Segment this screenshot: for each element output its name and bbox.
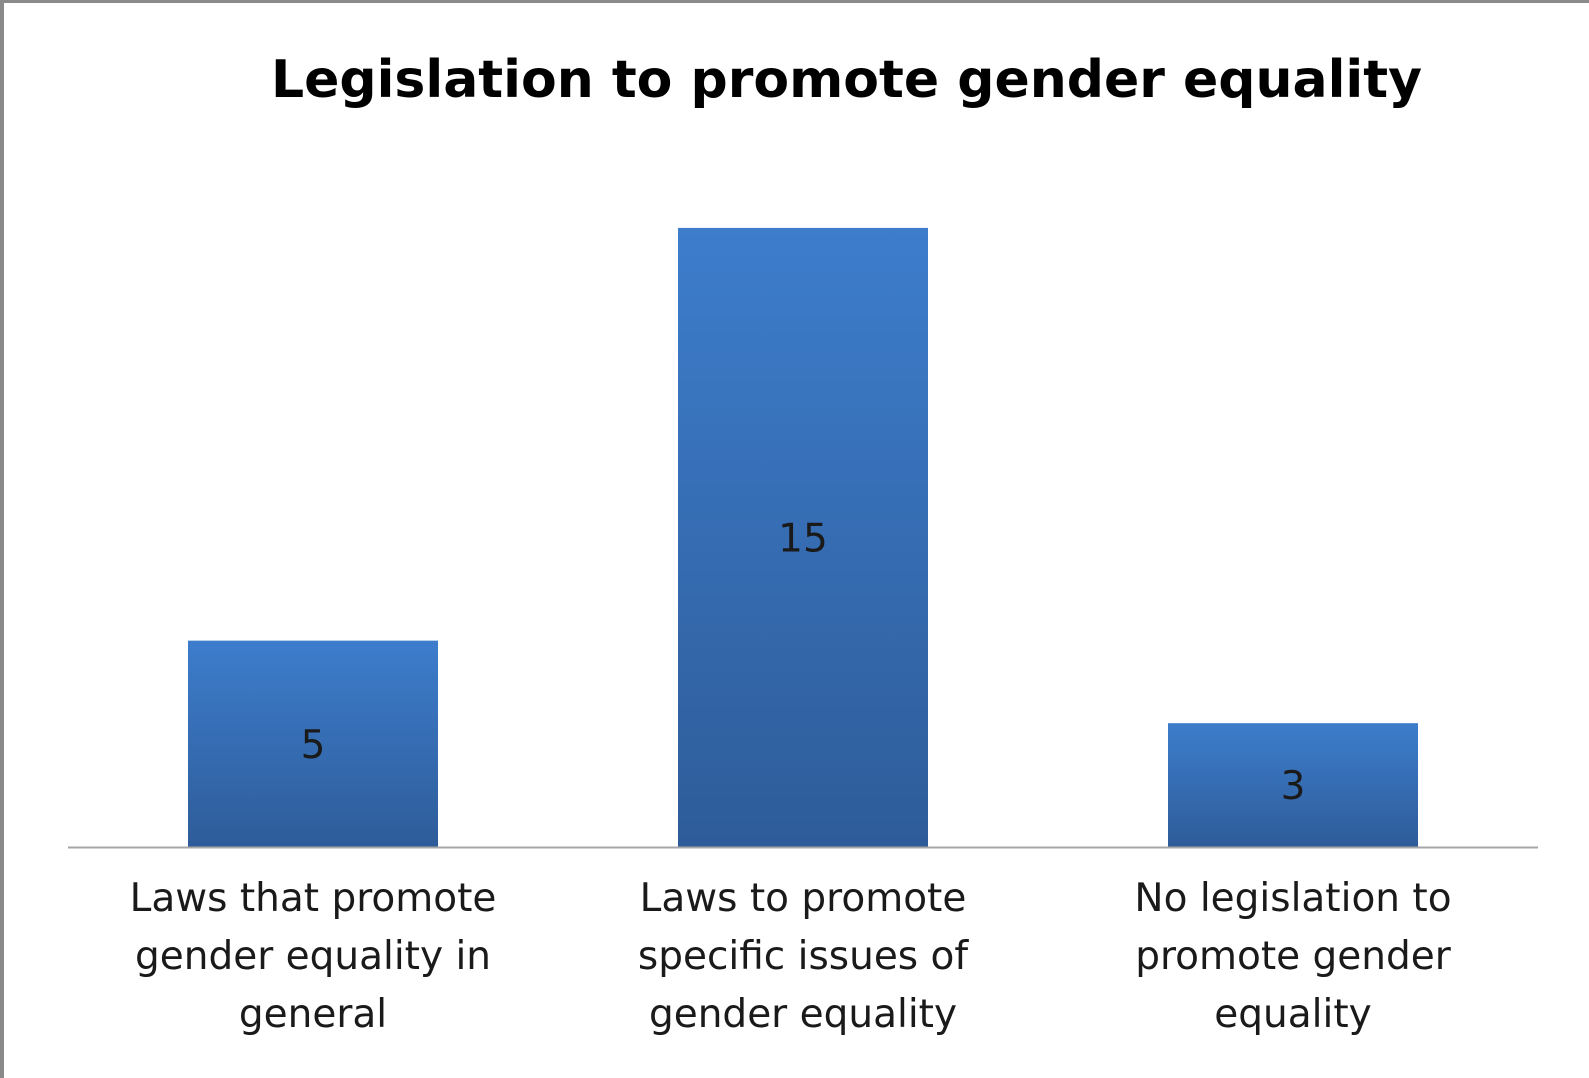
bar-3 <box>1168 723 1418 847</box>
category-label-2-line-2: specific issues of <box>637 934 969 979</box>
bar-2 <box>678 227 928 848</box>
category-label-2: Laws to promote specific issues of gender … <box>588 870 1018 1044</box>
category-label-1-line-1: Laws that promote <box>129 876 497 921</box>
category-label-1-line-3: general <box>238 992 388 1037</box>
data-label-1: 5 <box>301 723 326 768</box>
bar-1 <box>188 640 438 847</box>
category-label-3-line-2: promote gender <box>1135 934 1451 979</box>
category-label-3-line-3: equality <box>1214 992 1372 1037</box>
category-label-2-line-1: Laws to promote <box>639 876 967 921</box>
category-label-3-line-1: No legislation to <box>1134 876 1452 921</box>
category-label-2-line-3: gender equality <box>648 992 958 1037</box>
data-label-2: 15 <box>778 516 828 561</box>
data-label-3: 3 <box>1281 764 1306 809</box>
category-label-1-line-2: gender equality in <box>134 934 491 979</box>
category-label-3: No legislation to promote gender equality <box>1078 870 1508 1044</box>
chart-title: Legislation to promote gender equality <box>270 50 1422 110</box>
category-label-1: Laws that promote gender equality in gener… <box>98 870 528 1044</box>
